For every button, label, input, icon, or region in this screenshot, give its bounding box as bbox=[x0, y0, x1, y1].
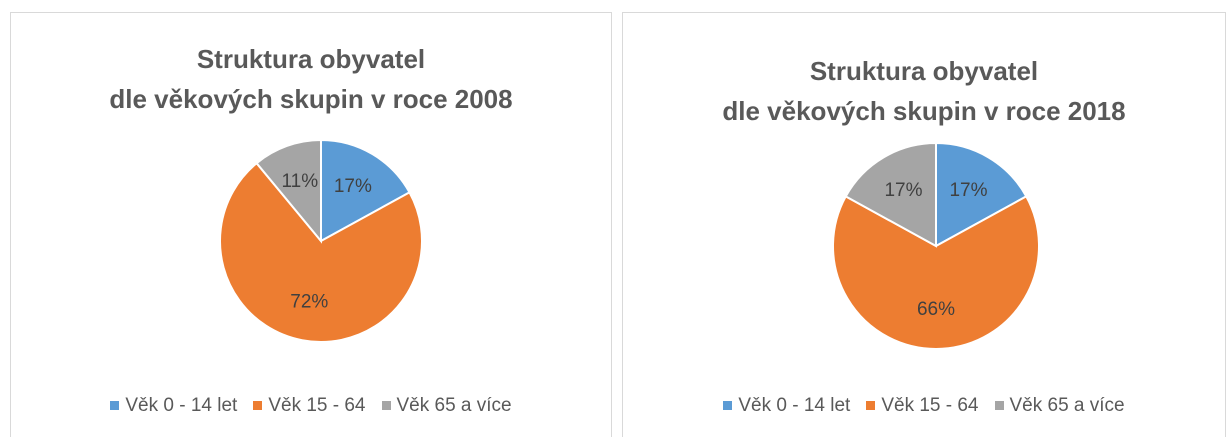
pie-chart: 17% 66% 17% bbox=[832, 141, 1040, 350]
data-label: 17% bbox=[884, 180, 922, 201]
legend-label: Věk 15 - 64 bbox=[881, 395, 979, 416]
data-label: 11% bbox=[281, 171, 318, 192]
legend-swatch bbox=[110, 401, 120, 411]
legend-item: Věk 0 - 14 let bbox=[723, 395, 850, 417]
legend-swatch bbox=[994, 401, 1004, 411]
data-label: 66% bbox=[917, 299, 955, 320]
chart-panel: 17% 72% 11% Struktura obyvatel dle věkových… bbox=[10, 12, 612, 437]
pie-slice bbox=[320, 138, 411, 243]
legend-swatch bbox=[253, 401, 263, 411]
legend-item: Věk 65 a více bbox=[994, 395, 1125, 417]
pie-slice bbox=[255, 138, 322, 244]
chart-panel: 17% 66% 17% Struktura obyvatel dle věkových… bbox=[622, 12, 1226, 437]
legend-item: Věk 0 - 14 let bbox=[110, 395, 237, 417]
pie-slice bbox=[832, 195, 1040, 350]
legend-item: Věk 15 - 64 bbox=[253, 395, 366, 417]
legend-label: Věk 15 - 64 bbox=[268, 395, 366, 416]
legend: Věk 0 - 14 let Věk 15 - 64 Věk 65 a více bbox=[623, 395, 1225, 417]
pie-chart: 17% 72% 11% bbox=[219, 138, 423, 343]
data-label: 17% bbox=[949, 180, 987, 201]
data-label: 72% bbox=[290, 292, 328, 313]
legend-label: Věk 0 - 14 let bbox=[738, 395, 851, 416]
legend-label: Věk 0 - 14 let bbox=[125, 395, 238, 416]
pie-slice bbox=[935, 141, 1028, 248]
legend-swatch bbox=[381, 401, 391, 411]
legend-item: Věk 65 a více bbox=[381, 395, 512, 417]
legend-label: Věk 65 a více bbox=[1009, 395, 1125, 416]
pie-slice bbox=[844, 141, 937, 248]
pie-slice bbox=[219, 161, 423, 343]
legend-swatch bbox=[723, 401, 733, 411]
chart-title: Struktura obyvatel dle věkových skupin v… bbox=[109, 44, 513, 114]
chart-title: Struktura obyvatel dle věkových skupin v… bbox=[722, 56, 1126, 126]
legend-item: Věk 15 - 64 bbox=[866, 395, 979, 417]
legend-label: Věk 65 a více bbox=[396, 395, 512, 416]
data-label: 17% bbox=[334, 176, 372, 197]
legend: Věk 0 - 14 let Věk 15 - 64 Věk 65 a více bbox=[11, 395, 611, 417]
legend-swatch bbox=[866, 401, 876, 411]
